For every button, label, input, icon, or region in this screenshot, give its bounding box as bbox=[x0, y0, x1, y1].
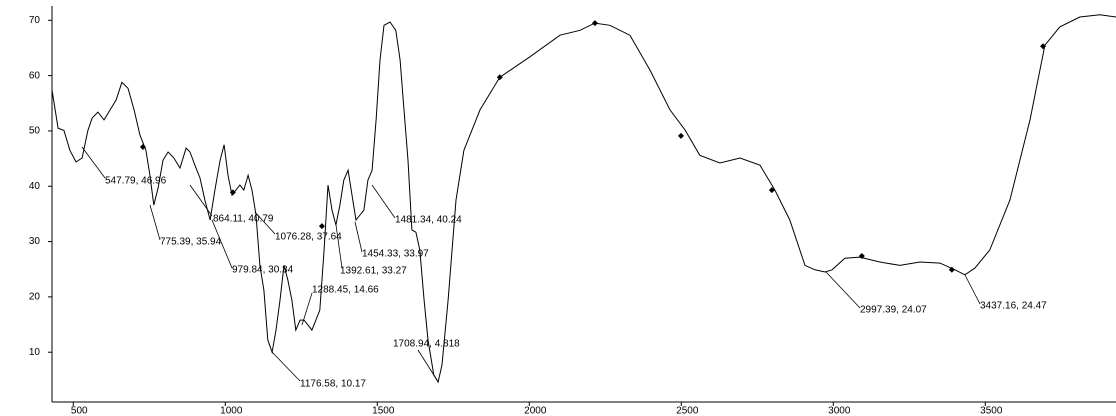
annotation-label: 979.84, 30.34 bbox=[232, 265, 294, 276]
annotation-label: 1288.45, 14.66 bbox=[312, 285, 379, 296]
peak-marker bbox=[318, 223, 325, 230]
y-tick-label: 50 bbox=[29, 126, 41, 137]
peak-marker bbox=[139, 143, 146, 150]
peak-marker bbox=[1040, 43, 1047, 50]
y-tick-label: 20 bbox=[29, 292, 41, 303]
annotation-label: 775.39, 35.94 bbox=[160, 237, 222, 248]
annotation-label: 547.79, 46.96 bbox=[105, 176, 167, 187]
annotation-label: 2997.39, 24.07 bbox=[860, 305, 927, 316]
annotation-leader bbox=[371, 184, 396, 219]
annotation-leader bbox=[149, 204, 161, 241]
x-tick-label: 3500 bbox=[980, 406, 1003, 416]
annotation-label: 1481.34, 40.24 bbox=[395, 215, 462, 226]
annotation-leader bbox=[189, 184, 213, 217]
peak-marker bbox=[496, 74, 503, 81]
annotation-leader bbox=[301, 292, 313, 326]
annotation-leader bbox=[354, 221, 363, 253]
x-tick-label: 1000 bbox=[220, 406, 243, 416]
y-tick-label: 70 bbox=[29, 15, 41, 26]
peak-marker bbox=[591, 20, 598, 27]
peak-marker bbox=[677, 132, 684, 139]
annotation-label: 1392.61, 33.27 bbox=[340, 266, 407, 277]
peak-marker bbox=[948, 266, 955, 273]
x-tick-label: 3000 bbox=[828, 406, 851, 416]
annotation-leader bbox=[417, 349, 438, 381]
annotation-leader bbox=[825, 271, 861, 309]
annotation-label: 864.11, 40.79 bbox=[213, 214, 274, 225]
annotation-leader bbox=[81, 146, 106, 179]
peak-marker bbox=[229, 189, 236, 196]
annotation-leader bbox=[254, 211, 276, 235]
x-tick-label: 500 bbox=[71, 406, 88, 416]
annotation-leader bbox=[964, 274, 981, 305]
x-tick-label: 2000 bbox=[524, 406, 547, 416]
y-tick-label: 10 bbox=[29, 347, 41, 358]
y-tick-label: 40 bbox=[29, 181, 41, 192]
annotation-label: 1454.33, 33.97 bbox=[362, 249, 429, 260]
peak-marker bbox=[858, 252, 865, 259]
annotation-leader bbox=[271, 351, 301, 382]
annotation-leader bbox=[211, 219, 233, 269]
spectrum-line bbox=[51, 14, 1116, 384]
y-tick-label: 30 bbox=[29, 236, 41, 247]
annotation-label: 3437.16, 24.47 bbox=[980, 301, 1047, 312]
annotation-label: 1708.94, 4.818 bbox=[393, 339, 460, 350]
x-tick-label: 2500 bbox=[676, 406, 699, 416]
peak-marker bbox=[768, 187, 775, 194]
annotation-label: 1176.58, 10.17 bbox=[300, 379, 366, 390]
annotation-leader bbox=[335, 224, 343, 269]
x-tick-label: 1500 bbox=[372, 406, 395, 416]
y-tick-label: 60 bbox=[29, 70, 41, 81]
annotation-label: 1076.28, 37.64 bbox=[275, 232, 342, 243]
